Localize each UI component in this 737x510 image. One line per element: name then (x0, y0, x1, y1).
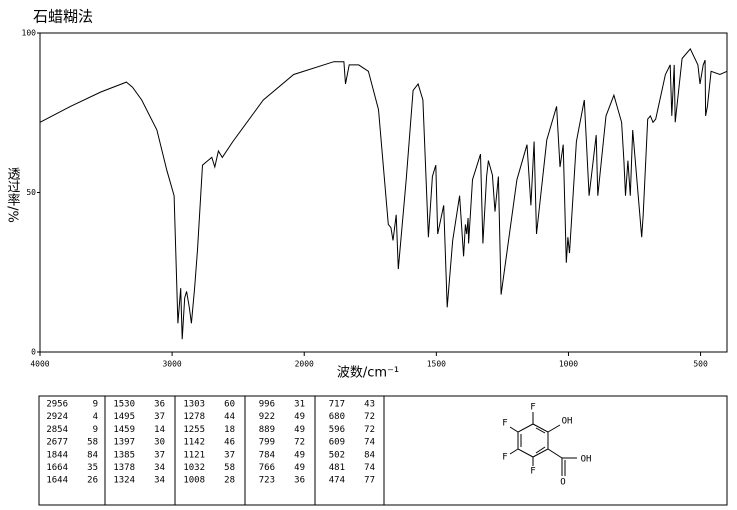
x-tick-label: 1000 (559, 360, 578, 369)
peak-wavenumber: 1008 (183, 476, 205, 486)
table-frame (38, 395, 728, 506)
peak-transmittance: 58 (87, 438, 98, 448)
x-tick-label: 2000 (295, 360, 314, 369)
chart-title: 石蜡糊法 (33, 8, 93, 26)
peak-wavenumber: 1278 (183, 412, 205, 422)
atom-label: F (530, 467, 535, 477)
peak-wavenumber: 609 (329, 438, 345, 448)
atom-label: F (530, 403, 535, 413)
peak-transmittance: 28 (224, 476, 235, 486)
peak-transmittance: 49 (294, 425, 305, 435)
peak-transmittance: 30 (154, 438, 165, 448)
peak-wavenumber: 723 (259, 476, 275, 486)
peak-wavenumber: 2924 (46, 412, 68, 422)
peak-wavenumber: 2677 (46, 438, 68, 448)
peak-wavenumber: 481 (329, 463, 345, 473)
peak-transmittance: 49 (294, 412, 305, 422)
peak-wavenumber: 1664 (46, 463, 68, 473)
x-tick-label: 4000 (30, 360, 49, 369)
peak-transmittance: 43 (364, 400, 375, 410)
peak-wavenumber: 680 (329, 412, 345, 422)
plot-frame (39, 32, 728, 353)
peak-transmittance: 18 (224, 425, 235, 435)
peak-transmittance: 14 (154, 425, 165, 435)
spectrum-line (39, 47, 728, 340)
peak-wavenumber: 766 (259, 463, 275, 473)
peak-wavenumber: 474 (329, 476, 345, 486)
structure-bonds (509, 412, 577, 476)
peak-wavenumber: 1121 (183, 450, 205, 460)
peak-transmittance: 36 (294, 476, 305, 486)
peak-transmittance: 9 (93, 400, 98, 410)
peak-transmittance: 36 (154, 400, 165, 410)
peak-wavenumber: 996 (259, 400, 275, 410)
peak-transmittance: 58 (224, 463, 235, 473)
x-axis-label: 波数/cm⁻¹ (337, 366, 399, 381)
peak-transmittance: 49 (294, 463, 305, 473)
peak-transmittance: 72 (364, 425, 375, 435)
peak-wavenumber: 1378 (113, 463, 135, 473)
peak-transmittance: 60 (224, 400, 235, 410)
peak-wavenumber: 1385 (113, 450, 135, 460)
peak-transmittance: 44 (224, 412, 235, 422)
peak-transmittance: 74 (364, 438, 375, 448)
peak-wavenumber: 2956 (46, 400, 68, 410)
peak-transmittance: 26 (87, 476, 98, 486)
peak-transmittance: 46 (224, 438, 235, 448)
peak-transmittance: 77 (364, 476, 375, 486)
peak-wavenumber: 1459 (113, 425, 135, 435)
peak-transmittance: 37 (154, 412, 165, 422)
peak-wavenumber: 502 (329, 450, 345, 460)
peak-wavenumber: 1303 (183, 400, 205, 410)
atom-label: OH (581, 455, 592, 465)
atom-label: O (560, 478, 565, 488)
peak-wavenumber: 2854 (46, 425, 68, 435)
peak-wavenumber: 1032 (183, 463, 205, 473)
peak-transmittance: 4 (93, 412, 98, 422)
peak-transmittance: 72 (364, 412, 375, 422)
peak-transmittance: 9 (93, 425, 98, 435)
y-tick-label: 100 (22, 29, 37, 38)
y-axis-label: 透过率/% (5, 167, 21, 223)
peak-wavenumber: 1495 (113, 412, 135, 422)
peak-transmittance: 37 (154, 450, 165, 460)
atom-label: OH (562, 417, 573, 427)
peak-transmittance: 74 (364, 463, 375, 473)
peak-wavenumber: 1644 (46, 476, 68, 486)
peak-wavenumber: 1142 (183, 438, 205, 448)
peak-transmittance: 31 (294, 400, 305, 410)
atom-label: F (502, 419, 507, 429)
peak-transmittance: 84 (364, 450, 375, 460)
peak-transmittance: 49 (294, 450, 305, 460)
y-tick-label: 0 (31, 348, 36, 357)
peak-transmittance: 35 (87, 463, 98, 473)
peak-wavenumber: 799 (259, 438, 275, 448)
peak-wavenumber: 1397 (113, 438, 135, 448)
peak-transmittance: 34 (154, 463, 165, 473)
peak-wavenumber: 889 (259, 425, 275, 435)
peak-wavenumber: 784 (259, 450, 275, 460)
peak-wavenumber: 1844 (46, 450, 68, 460)
peak-transmittance: 34 (154, 476, 165, 486)
peak-wavenumber: 717 (329, 400, 345, 410)
peak-wavenumber: 922 (259, 412, 275, 422)
peak-wavenumber: 1255 (183, 425, 205, 435)
peak-wavenumber: 1530 (113, 400, 135, 410)
atom-label: F (502, 453, 507, 463)
y-tick-label: 50 (26, 188, 36, 197)
peak-wavenumber: 596 (329, 425, 345, 435)
peak-transmittance: 37 (224, 450, 235, 460)
peak-wavenumber: 1324 (113, 476, 135, 486)
x-tick-label: 3000 (162, 360, 181, 369)
x-tick-label: 500 (693, 360, 708, 369)
peak-transmittance: 84 (87, 450, 98, 460)
peak-transmittance: 72 (294, 438, 305, 448)
table-separators (104, 396, 385, 505)
x-tick-label: 1500 (427, 360, 446, 369)
